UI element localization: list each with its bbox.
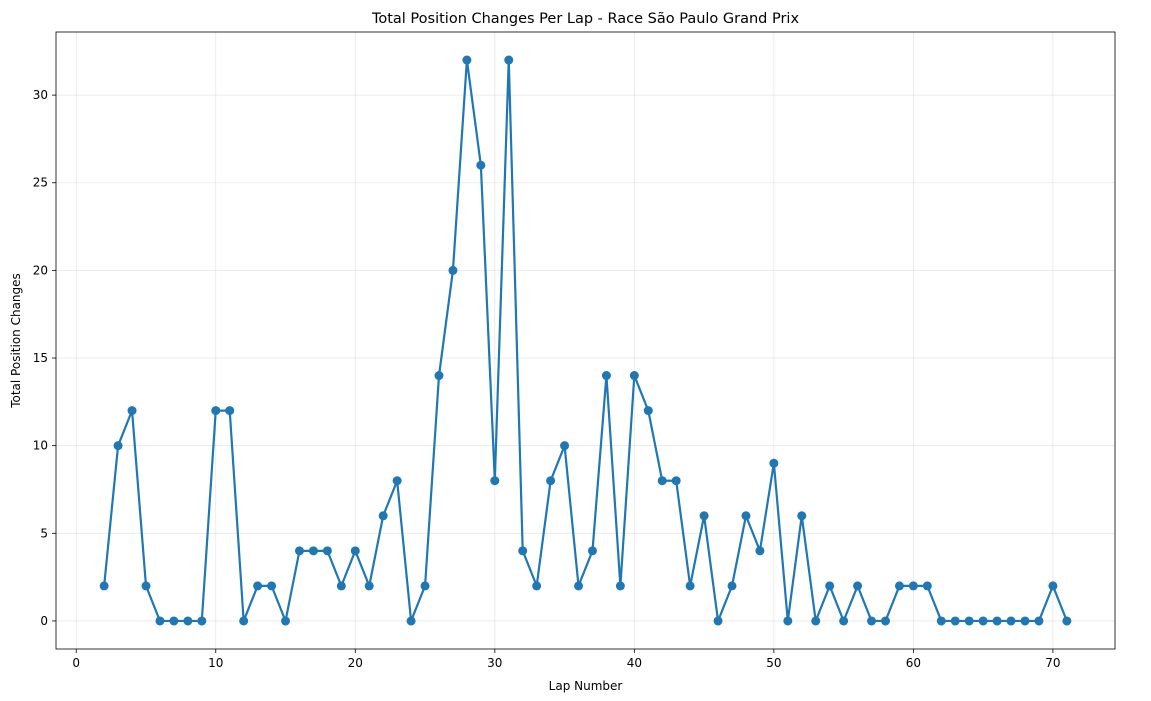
y-tick-label: 0: [40, 614, 48, 628]
y-tick-label: 20: [33, 263, 48, 277]
plot-frame: [55, 31, 1116, 650]
data-point: [197, 616, 207, 626]
data-point: [699, 511, 709, 521]
data-point: [839, 616, 849, 626]
data-point: [476, 160, 486, 170]
x-tick-label: 60: [906, 656, 921, 670]
data-point: [169, 616, 179, 626]
data-point: [239, 616, 249, 626]
data-point: [922, 581, 932, 591]
series-line-group: [103, 58, 1068, 623]
data-point: [490, 476, 500, 486]
y-axis: 0 5 10 15 20 25 30: [33, 88, 56, 628]
data-point: [1048, 581, 1058, 591]
data-point: [211, 406, 221, 416]
data-point: [671, 476, 681, 486]
x-axis-label: Lap Number: [549, 679, 623, 693]
data-point: [601, 371, 611, 381]
data-point: [615, 581, 625, 591]
data-point: [294, 546, 304, 556]
data-point: [1034, 616, 1044, 626]
data-point: [867, 616, 877, 626]
y-tick-label: 15: [33, 351, 48, 365]
data-point: [322, 546, 332, 556]
data-point: [392, 476, 402, 486]
x-tick-label: 10: [208, 656, 223, 670]
data-point: [685, 581, 695, 591]
data-point: [797, 511, 807, 521]
x-tick-label: 70: [1045, 656, 1060, 670]
data-point: [420, 581, 430, 591]
data-point: [350, 546, 360, 556]
data-point: [783, 616, 793, 626]
data-point: [113, 441, 123, 451]
chart-title: Total Position Changes Per Lap - Race Sã…: [371, 11, 800, 27]
data-point: [378, 511, 388, 521]
data-point: [908, 581, 918, 591]
x-tick-label: 50: [766, 656, 781, 670]
y-tick-label: 25: [33, 176, 48, 190]
data-point: [713, 616, 723, 626]
data-point: [364, 581, 374, 591]
data-point: [950, 616, 960, 626]
data-point: [532, 581, 542, 591]
data-point: [267, 581, 277, 591]
grid: [56, 32, 1115, 649]
data-point: [853, 581, 863, 591]
y-tick-label: 5: [40, 526, 48, 540]
data-point: [448, 265, 458, 275]
data-point: [811, 616, 821, 626]
data-point: [657, 476, 667, 486]
data-point: [1062, 616, 1072, 626]
data-point: [225, 406, 235, 416]
data-point: [127, 406, 137, 416]
data-point: [1006, 616, 1016, 626]
data-point: [894, 581, 904, 591]
data-point: [741, 511, 751, 521]
data-point: [587, 546, 597, 556]
x-tick-label: 0: [72, 656, 80, 670]
data-point: [183, 616, 193, 626]
data-point: [880, 616, 890, 626]
data-point: [574, 581, 584, 591]
data-point: [434, 371, 444, 381]
data-point: [518, 546, 528, 556]
data-point: [336, 581, 346, 591]
data-point: [964, 616, 974, 626]
x-tick-label: 40: [627, 656, 642, 670]
data-point: [643, 406, 653, 416]
x-axis: 0 10 20 30 40 50 60 70: [72, 649, 1061, 670]
data-point: [629, 371, 639, 381]
data-point: [99, 581, 109, 591]
data-point: [936, 616, 946, 626]
data-point: [308, 546, 318, 556]
data-point: [546, 476, 556, 486]
data-point: [281, 616, 291, 626]
y-tick-label: 10: [33, 439, 48, 453]
data-point: [769, 458, 779, 468]
data-point: [755, 546, 765, 556]
y-axis-label: Total Position Changes: [9, 273, 23, 409]
data-point: [978, 616, 988, 626]
markers-group: [99, 55, 1072, 626]
data-point: [406, 616, 416, 626]
data-point: [992, 616, 1002, 626]
data-point: [560, 441, 570, 451]
x-tick-label: 20: [348, 656, 363, 670]
y-tick-label: 30: [33, 88, 48, 102]
data-point: [155, 616, 165, 626]
series-line: [103, 58, 1068, 623]
x-tick-label: 30: [487, 656, 502, 670]
data-point: [825, 581, 835, 591]
data-point: [253, 581, 263, 591]
data-point: [727, 581, 737, 591]
data-point: [462, 55, 472, 65]
data-point: [141, 581, 151, 591]
data-point: [1020, 616, 1030, 626]
data-point: [504, 55, 514, 65]
